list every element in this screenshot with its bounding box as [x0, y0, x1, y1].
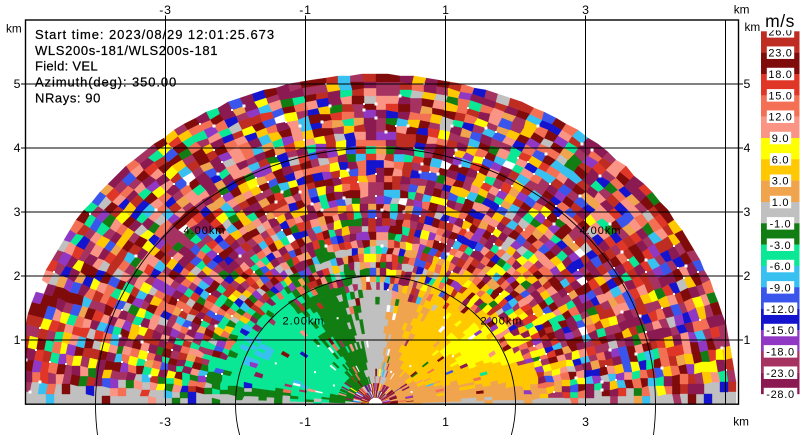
svg-text:-6.0: -6.0 [770, 261, 792, 273]
svg-text:1: 1 [744, 333, 751, 347]
svg-text:4.00km: 4.00km [184, 225, 226, 237]
svg-text:3: 3 [14, 205, 21, 219]
svg-text:1: 1 [14, 333, 21, 347]
svg-text:Field: VEL: Field: VEL [35, 59, 98, 74]
svg-text:-1: -1 [299, 3, 312, 17]
svg-text:1.0: 1.0 [772, 197, 789, 209]
svg-text:5: 5 [744, 77, 751, 91]
svg-text:-15.0: -15.0 [766, 325, 795, 337]
svg-text:4.00km: 4.00km [579, 225, 621, 237]
svg-text:3: 3 [582, 3, 589, 17]
svg-text:-3: -3 [159, 3, 172, 17]
svg-text:18.0: 18.0 [768, 69, 792, 81]
svg-text:2: 2 [744, 269, 751, 283]
svg-text:4: 4 [744, 141, 751, 155]
svg-text:-3.0: -3.0 [770, 240, 792, 252]
svg-text:3.0: 3.0 [772, 176, 789, 188]
svg-text:4: 4 [14, 141, 21, 155]
svg-text:3: 3 [582, 415, 589, 429]
svg-text:9.0: 9.0 [772, 133, 789, 145]
svg-text:WLS200s-181/WLS200s-181: WLS200s-181/WLS200s-181 [35, 43, 218, 58]
svg-text:5: 5 [14, 77, 21, 91]
svg-text:-1: -1 [299, 415, 312, 429]
svg-text:km: km [734, 3, 750, 17]
svg-text:2.00km: 2.00km [480, 315, 522, 327]
svg-text:-1.0: -1.0 [770, 218, 792, 230]
svg-text:6.0: 6.0 [772, 154, 789, 166]
svg-text:-18.0: -18.0 [766, 346, 795, 358]
svg-text:NRays: 90: NRays: 90 [35, 90, 101, 105]
svg-text:-28.0: -28.0 [766, 389, 795, 401]
svg-text:23.0: 23.0 [768, 48, 792, 60]
svg-text:km: km [6, 22, 22, 36]
svg-text:km: km [745, 20, 761, 34]
svg-text:-23.0: -23.0 [766, 368, 795, 380]
svg-text:Azimuth(deg): 350.00: Azimuth(deg): 350.00 [35, 75, 177, 90]
svg-text:Start time: 2023/08/29 12:01:2: Start time: 2023/08/29 12:01:25.673 [35, 27, 275, 42]
svg-text:3: 3 [744, 205, 751, 219]
svg-text:1: 1 [442, 3, 449, 17]
svg-text:1: 1 [442, 415, 449, 429]
svg-text:2.00km: 2.00km [283, 315, 325, 327]
svg-text:-12.0: -12.0 [766, 304, 795, 316]
svg-text:-3: -3 [159, 415, 172, 429]
svg-text:2: 2 [14, 269, 21, 283]
svg-text:12.0: 12.0 [768, 112, 792, 124]
svg-text:15.0: 15.0 [768, 90, 792, 102]
svg-text:m/s: m/s [765, 11, 795, 31]
svg-text:-9.0: -9.0 [770, 282, 792, 294]
svg-text:km: km [733, 415, 749, 429]
